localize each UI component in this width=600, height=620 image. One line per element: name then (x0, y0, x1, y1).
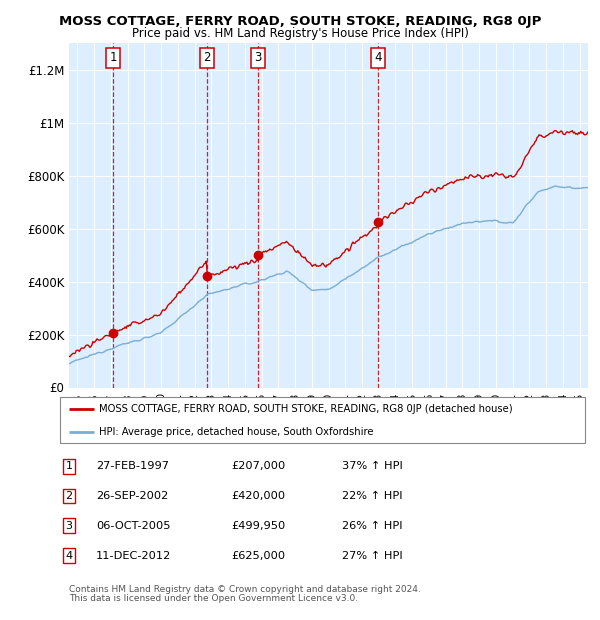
Text: 26-SEP-2002: 26-SEP-2002 (96, 491, 168, 501)
Text: Price paid vs. HM Land Registry's House Price Index (HPI): Price paid vs. HM Land Registry's House … (131, 27, 469, 40)
Text: 27-FEB-1997: 27-FEB-1997 (96, 461, 169, 471)
Text: HPI: Average price, detached house, South Oxfordshire: HPI: Average price, detached house, Sout… (100, 427, 374, 436)
Text: This data is licensed under the Open Government Licence v3.0.: This data is licensed under the Open Gov… (69, 595, 358, 603)
Text: MOSS COTTAGE, FERRY ROAD, SOUTH STOKE, READING, RG8 0JP: MOSS COTTAGE, FERRY ROAD, SOUTH STOKE, R… (59, 16, 541, 29)
Text: 4: 4 (65, 551, 73, 560)
Text: 1: 1 (65, 461, 73, 471)
Text: £207,000: £207,000 (231, 461, 285, 471)
Text: £420,000: £420,000 (231, 491, 285, 501)
Text: 2: 2 (203, 51, 211, 64)
Text: £499,950: £499,950 (231, 521, 285, 531)
Text: 37% ↑ HPI: 37% ↑ HPI (342, 461, 403, 471)
Text: 06-OCT-2005: 06-OCT-2005 (96, 521, 170, 531)
Text: 2: 2 (65, 491, 73, 501)
Text: 26% ↑ HPI: 26% ↑ HPI (342, 521, 403, 531)
Text: 3: 3 (65, 521, 73, 531)
Text: 27% ↑ HPI: 27% ↑ HPI (342, 551, 403, 560)
Text: Contains HM Land Registry data © Crown copyright and database right 2024.: Contains HM Land Registry data © Crown c… (69, 585, 421, 593)
Text: MOSS COTTAGE, FERRY ROAD, SOUTH STOKE, READING, RG8 0JP (detached house): MOSS COTTAGE, FERRY ROAD, SOUTH STOKE, R… (100, 404, 513, 414)
FancyBboxPatch shape (60, 397, 585, 443)
Text: 22% ↑ HPI: 22% ↑ HPI (342, 491, 403, 501)
Text: £625,000: £625,000 (231, 551, 285, 560)
Text: 1: 1 (110, 51, 117, 64)
Text: 4: 4 (374, 51, 382, 64)
Text: 11-DEC-2012: 11-DEC-2012 (96, 551, 171, 560)
Text: 3: 3 (254, 51, 261, 64)
